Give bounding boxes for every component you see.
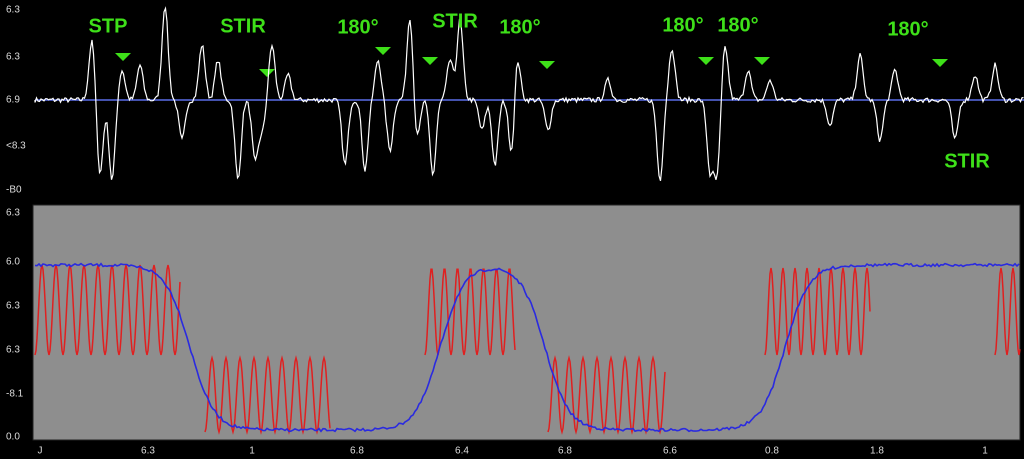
annotation: STIR xyxy=(944,150,990,172)
x-label: 6.3 xyxy=(141,446,155,457)
x-label: 0.8 xyxy=(765,446,779,457)
annotation: 180° xyxy=(499,16,540,38)
annotation: 180° xyxy=(662,14,703,36)
annotation: 180° xyxy=(717,14,758,36)
x-label: J xyxy=(38,446,43,457)
y-label: 6.3 xyxy=(6,301,20,312)
y-label: 0.0 xyxy=(6,432,20,443)
x-label: 6.4 xyxy=(455,446,469,457)
x-label: 1 xyxy=(982,446,988,457)
y-label: 6.3 xyxy=(6,345,20,356)
y-label: 6.0 xyxy=(6,257,20,268)
blue-curve xyxy=(34,262,1020,433)
annotation: 180° xyxy=(337,16,378,38)
y-label: <8.3 xyxy=(6,141,26,152)
x-label: 1 xyxy=(249,446,255,457)
x-label: 6.8 xyxy=(350,446,364,457)
y-label: 6.3 xyxy=(6,5,20,16)
y-label: -B0 xyxy=(6,185,22,196)
annotation: 180° xyxy=(887,18,928,40)
x-label: 6.6 xyxy=(663,446,677,457)
y-label: 6.3 xyxy=(6,52,20,63)
red-oscillation xyxy=(34,264,181,356)
y-label: 6.3 xyxy=(6,208,20,219)
signal-trace xyxy=(34,6,1024,181)
annotation: STIR xyxy=(220,15,266,37)
red-oscillation xyxy=(424,268,516,356)
bottom-plot-area xyxy=(32,204,1021,441)
red-oscillation xyxy=(204,355,331,435)
annotation: STP xyxy=(89,15,128,37)
red-oscillation xyxy=(994,267,1021,356)
y-label: -8.1 xyxy=(6,389,24,400)
annotation: STIR xyxy=(432,10,478,32)
x-label: 6.8 xyxy=(558,446,572,457)
red-oscillation xyxy=(764,267,871,356)
y-label: 6.9 xyxy=(6,95,20,106)
x-label: 1.8 xyxy=(870,446,884,457)
